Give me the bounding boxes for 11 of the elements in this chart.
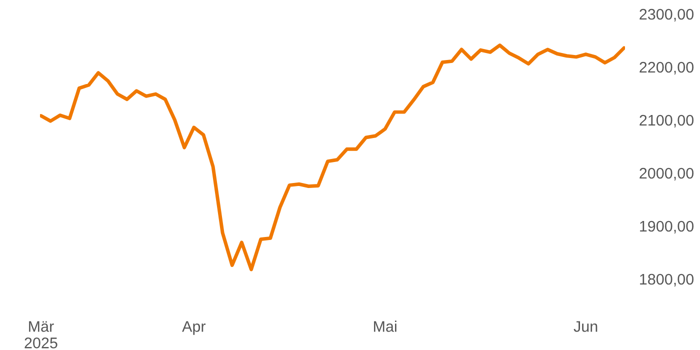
y-tick-label: 2200,00 <box>640 62 694 74</box>
y-tick-label: 2300,00 <box>640 8 694 22</box>
y-tick-label: 1800,00 <box>640 274 694 286</box>
y-tick-label: 2100,00 <box>640 114 694 128</box>
x-tick-label: Apr <box>182 321 206 335</box>
line-series <box>40 44 625 272</box>
x-tick-label: Jun <box>574 321 598 332</box>
y-tick-label: 2000,00 <box>640 168 694 180</box>
x-tick-label: Mär 2025 <box>24 321 58 348</box>
x-tick-label: Mai <box>374 320 396 332</box>
y-tick-label: 1900,00 <box>640 220 694 234</box>
